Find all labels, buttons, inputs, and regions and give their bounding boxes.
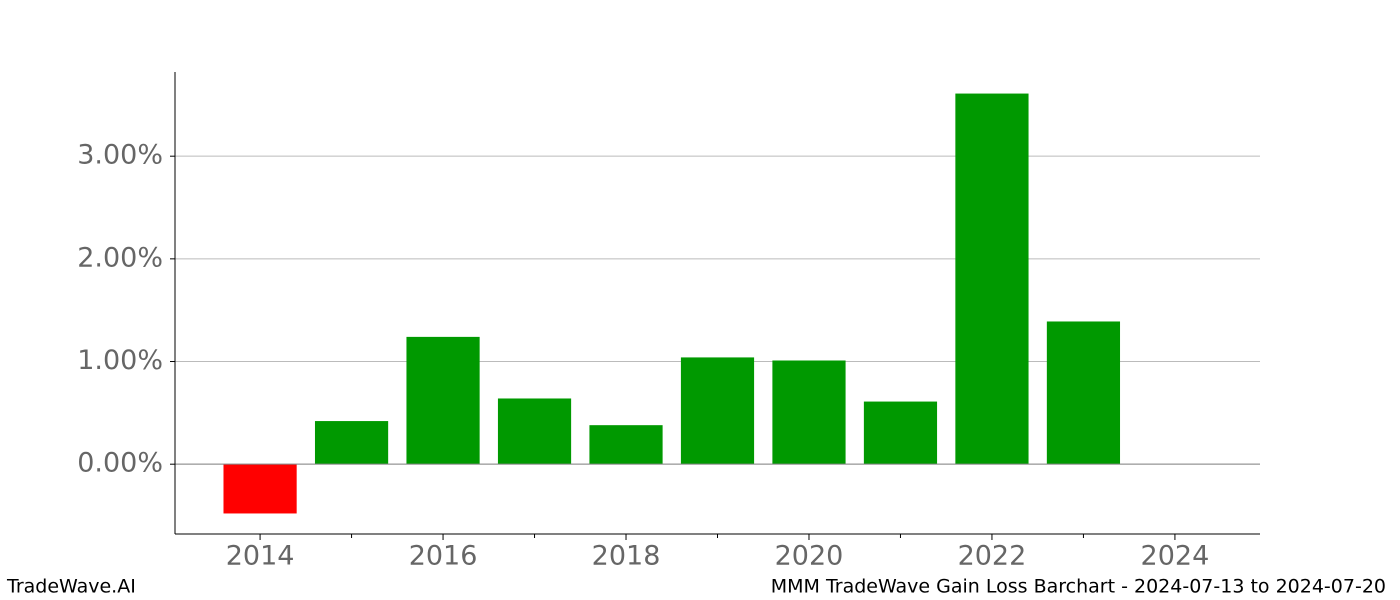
footer-left: TradeWave.AI <box>6 576 136 598</box>
bar <box>1046 321 1121 465</box>
bar <box>406 336 480 465</box>
y-tick-label: 0.00% <box>77 448 163 479</box>
bar <box>680 357 755 465</box>
bar <box>772 360 846 465</box>
y-tick-label: 1.00% <box>77 345 163 376</box>
x-tick-label: 2014 <box>226 541 295 572</box>
y-tick-label: 3.00% <box>77 140 163 171</box>
x-tick-label: 2022 <box>958 541 1027 572</box>
x-tick-label: 2016 <box>409 541 478 572</box>
x-tick-label: 2018 <box>592 541 661 572</box>
x-tick-label: 2024 <box>1141 541 1210 572</box>
bar <box>955 93 1029 465</box>
bar <box>863 401 938 465</box>
bar <box>497 398 572 465</box>
bar <box>589 425 663 465</box>
bar <box>314 421 389 465</box>
bar <box>223 464 297 514</box>
x-tick-label: 2020 <box>775 541 844 572</box>
footer-right: MMM TradeWave Gain Loss Barchart - 2024-… <box>771 576 1386 598</box>
y-tick-label: 2.00% <box>77 242 163 273</box>
